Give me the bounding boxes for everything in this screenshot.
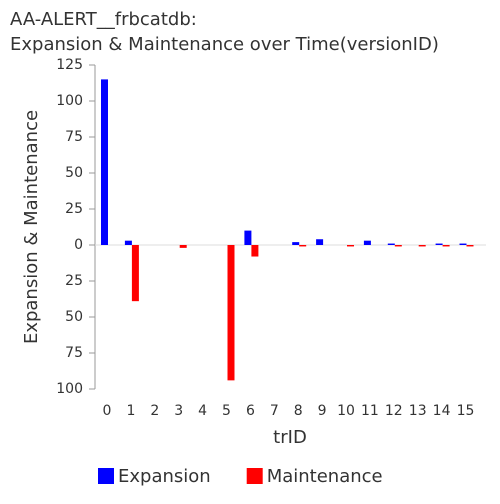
x-tick-label: 10 — [337, 403, 355, 419]
x-axis-label: trID — [273, 427, 307, 448]
bar — [124, 240, 132, 245]
x-tick-label: 11 — [361, 403, 379, 419]
x-tick-label: 13 — [409, 403, 427, 419]
bar — [394, 245, 402, 247]
bar — [466, 245, 474, 247]
bar — [387, 243, 395, 245]
y-tick-label: 50 — [65, 165, 83, 181]
bar — [131, 245, 139, 302]
bar — [435, 243, 443, 245]
y-tick-label: 100 — [56, 93, 83, 109]
bar — [316, 239, 324, 245]
chart-subtitle: Expansion & Maintenance over Time(versio… — [10, 34, 439, 55]
bar — [101, 79, 108, 246]
chart-title: AA-ALERT__frbcatdb: — [10, 9, 197, 30]
x-tick-label: 3 — [174, 403, 183, 419]
x-tick-label: 1 — [126, 403, 135, 419]
x-tick-label: 7 — [270, 403, 279, 419]
y-tick-label: 100 — [56, 381, 83, 397]
legend-label: Expansion — [118, 466, 211, 487]
legend-label: Maintenance — [267, 466, 383, 487]
bar — [244, 230, 252, 245]
x-tick-label: 0 — [103, 403, 112, 419]
x-tick-label: 2 — [150, 403, 159, 419]
x-tick-label: 9 — [318, 403, 327, 419]
y-tick-label: 125 — [56, 57, 83, 73]
x-tick-label: 15 — [457, 403, 475, 419]
bar — [442, 245, 450, 247]
y-tick-label: 0 — [74, 237, 83, 253]
x-tick-label: 4 — [198, 403, 207, 419]
x-tick-label: 5 — [222, 403, 231, 419]
x-tick-label: 12 — [385, 403, 403, 419]
x-tick-label: 8 — [294, 403, 303, 419]
bar — [347, 245, 354, 247]
y-tick-label: 75 — [65, 129, 83, 145]
y-tick-label: 50 — [65, 309, 83, 325]
bar — [251, 245, 259, 257]
x-tick-label: 14 — [433, 403, 451, 419]
bar — [299, 245, 307, 247]
bar — [363, 240, 371, 245]
legend-swatch — [98, 468, 114, 484]
y-tick-label: 25 — [65, 273, 83, 289]
bar — [292, 242, 300, 245]
legend-swatch — [246, 468, 263, 484]
bar — [459, 243, 467, 245]
y-axis-label: Expansion & Maintenance — [21, 110, 42, 344]
x-tick-label: 6 — [246, 403, 255, 419]
bar — [179, 245, 187, 248]
bar — [418, 245, 426, 247]
y-tick-label: 75 — [65, 345, 83, 361]
y-tick-label: 25 — [65, 201, 83, 217]
bar — [227, 245, 235, 381]
